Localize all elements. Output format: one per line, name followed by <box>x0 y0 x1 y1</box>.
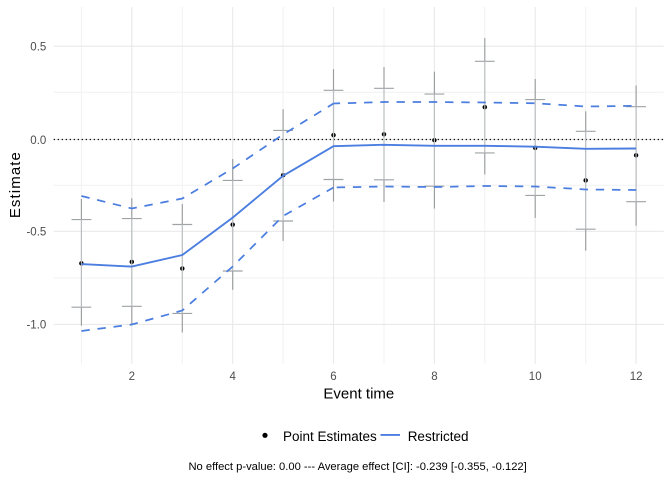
svg-text:Estimate: Estimate <box>7 151 24 218</box>
svg-text:8: 8 <box>431 371 437 383</box>
svg-text:Point Estimates: Point Estimates <box>283 429 377 444</box>
svg-text:0.5: 0.5 <box>30 41 46 53</box>
svg-text:Event time: Event time <box>323 386 394 403</box>
svg-text:-1.0: -1.0 <box>26 320 46 332</box>
svg-text:-0.5: -0.5 <box>26 226 46 238</box>
svg-text:Restricted: Restricted <box>408 429 469 444</box>
svg-text:0.0: 0.0 <box>30 135 46 147</box>
svg-text:No effect p-value: 0.00 --- Av: No effect p-value: 0.00 --- Average effe… <box>188 461 526 473</box>
svg-text:2: 2 <box>129 371 135 383</box>
svg-text:10: 10 <box>529 371 542 383</box>
svg-text:6: 6 <box>330 371 336 383</box>
svg-text:4: 4 <box>229 371 236 383</box>
svg-text:12: 12 <box>630 371 643 383</box>
